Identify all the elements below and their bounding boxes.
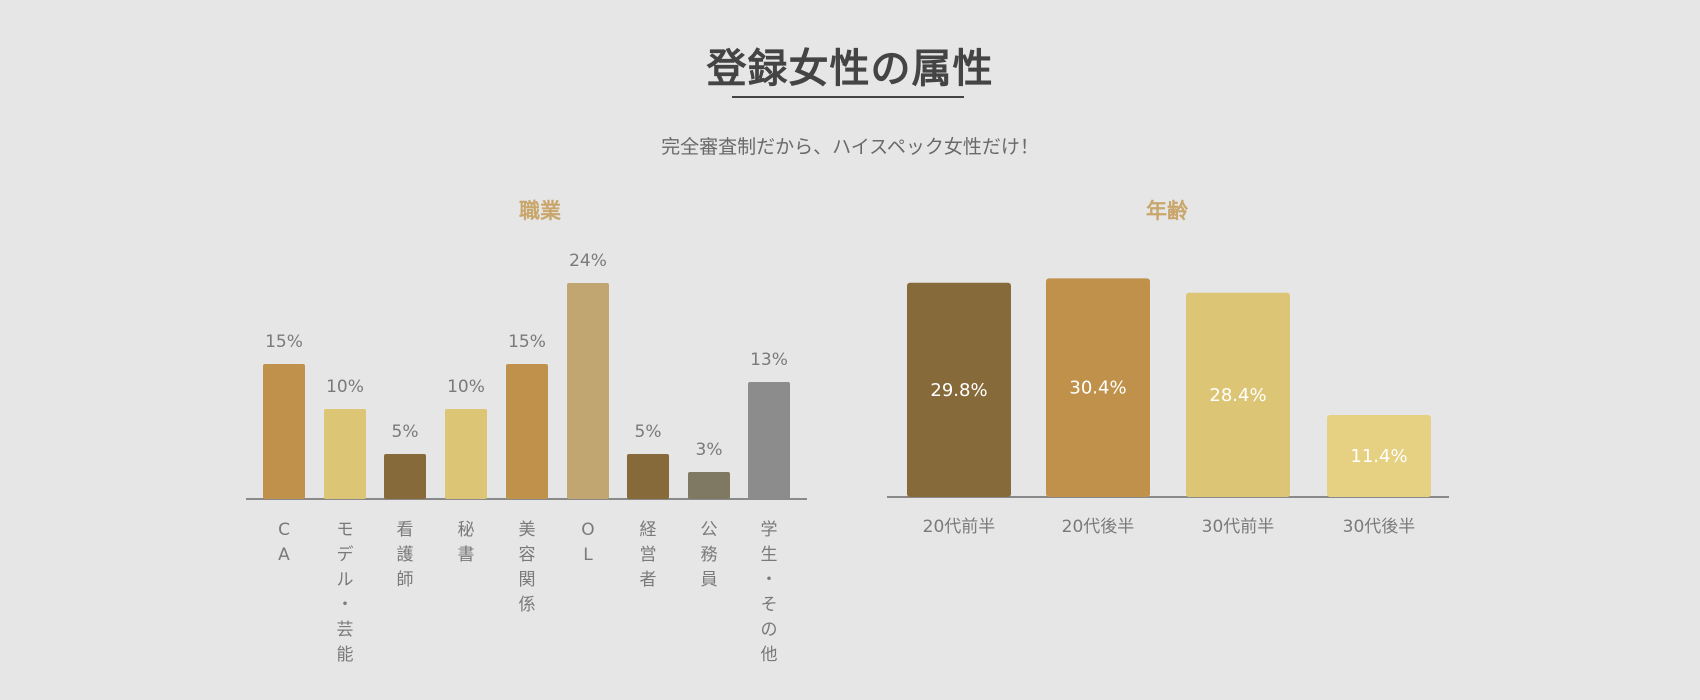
page-title: 登録女性の属性 — [706, 46, 994, 92]
occupation-category-label-3-char-0: 秘 — [458, 520, 475, 540]
occupation-category-label-0-char-0: C — [278, 520, 290, 540]
age-category-label-1: 20代後半 — [1062, 517, 1135, 537]
occupation-category-label-4-char-1: 容 — [519, 545, 536, 565]
occupation-bar-3 — [445, 409, 487, 499]
occupation-value-label-7: 3% — [696, 440, 723, 460]
occupation-category-label-8-char-2: ・ — [761, 570, 778, 590]
occupation-category-label-5-char-1: L — [583, 545, 593, 565]
age-chart-title: 年齢 — [1146, 199, 1188, 223]
age-value-label-3: 11.4% — [1350, 446, 1407, 467]
occupation-value-label-5: 24% — [569, 251, 607, 271]
occupation-bar-0 — [263, 364, 305, 499]
age-value-label-1: 30.4% — [1069, 378, 1126, 399]
occupation-category-label-8-char-5: 他 — [761, 645, 778, 665]
age-category-label-3: 30代後半 — [1343, 517, 1416, 537]
age-bar-3 — [1327, 415, 1431, 497]
occupation-category-label-1-char-0: モ — [337, 520, 354, 540]
occupation-category-label-6-char-2: 者 — [640, 570, 657, 590]
occupation-category-label-3-char-1: 書 — [458, 545, 475, 565]
occupation-bar-1 — [324, 409, 366, 499]
occupation-value-label-2: 5% — [392, 422, 419, 442]
occupation-category-label-7-char-2: 員 — [701, 570, 718, 590]
occupation-category-label-8-char-0: 学 — [761, 520, 778, 540]
occupation-category-label-1-char-2: ル — [337, 570, 354, 590]
occupation-bar-8 — [748, 382, 790, 499]
occupation-category-label-8-char-4: の — [761, 620, 778, 640]
age-bar-0 — [907, 282, 1011, 497]
occupation-category-label-1-char-3: ・ — [337, 595, 354, 615]
occupation-category-label-7-char-1: 務 — [701, 545, 718, 565]
age-category-label-2: 30代前半 — [1202, 517, 1275, 537]
age-bar-1 — [1046, 278, 1150, 497]
occupation-category-label-6-char-0: 経 — [640, 520, 657, 540]
occupation-value-label-6: 5% — [635, 422, 662, 442]
occupation-category-label-7-char-0: 公 — [701, 520, 718, 540]
occupation-value-label-4: 15% — [508, 332, 546, 352]
occupation-value-label-3: 10% — [447, 377, 485, 397]
occupation-bar-4 — [506, 364, 548, 499]
occupation-value-label-8: 13% — [750, 350, 788, 370]
occupation-bar-7 — [688, 472, 730, 499]
occupation-category-label-1-char-5: 能 — [337, 645, 354, 665]
occupation-category-label-4-char-0: 美 — [519, 520, 536, 540]
occupation-category-label-8-char-1: 生 — [761, 545, 778, 565]
page-subtitle: 完全審査制だから、ハイスペック女性だけ！ — [661, 136, 1039, 158]
occupation-value-label-1: 10% — [326, 377, 364, 397]
occupation-category-label-1-char-4: 芸 — [337, 620, 354, 640]
occupation-category-label-2-char-0: 看 — [397, 520, 414, 540]
occupation-category-label-4-char-3: 係 — [519, 595, 536, 615]
occupation-category-label-4-char-2: 関 — [519, 570, 536, 590]
occupation-category-label-5-char-0: O — [581, 520, 594, 540]
occupation-category-label-6-char-1: 営 — [640, 545, 657, 565]
occupation-category-label-1-char-1: デ — [337, 544, 354, 565]
occupation-value-label-0: 15% — [265, 332, 303, 352]
age-value-label-0: 29.8% — [930, 380, 987, 401]
age-category-label-0: 20代前半 — [923, 517, 996, 537]
occupation-bar-2 — [384, 454, 426, 499]
title-underline — [732, 96, 964, 98]
age-value-label-2: 28.4% — [1209, 385, 1266, 406]
age-bar-2 — [1186, 292, 1290, 497]
occupation-category-label-8-char-3: そ — [761, 595, 778, 615]
occupation-category-label-2-char-1: 護 — [397, 545, 414, 565]
occupation-bar-6 — [627, 454, 669, 499]
occupation-category-label-2-char-2: 師 — [397, 570, 414, 590]
occupation-chart-title: 職業 — [519, 199, 561, 223]
occupation-category-label-0-char-1: A — [278, 545, 290, 565]
occupation-bar-5 — [567, 283, 609, 499]
